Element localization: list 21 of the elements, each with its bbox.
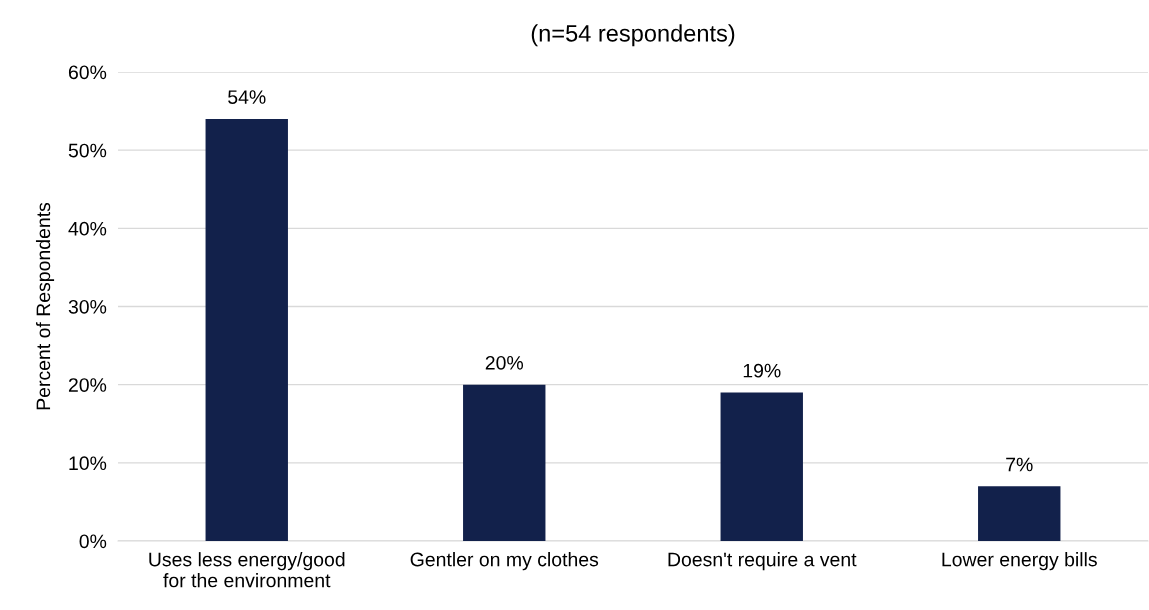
y-tick-label: 0% <box>79 534 107 549</box>
bar <box>978 486 1061 541</box>
y-tick-label: 60% <box>68 65 107 80</box>
x-tick-label: Uses less energy/good for the environment <box>149 552 345 588</box>
y-axis-title: Percent of Respondents <box>35 202 55 410</box>
data-label: 19% <box>743 363 781 378</box>
y-tick-label: 40% <box>68 221 107 236</box>
data-label: 20% <box>485 355 524 370</box>
y-tick-label: 10% <box>69 456 107 471</box>
chart-title: (n=54 respondents) <box>531 24 735 47</box>
bar <box>205 118 288 541</box>
x-tick-label: Gentler on my clothes <box>410 552 599 571</box>
x-tick-label: Doesn't require a vent <box>668 552 857 571</box>
data-label: 7% <box>1006 457 1033 472</box>
bar <box>720 392 803 541</box>
x-tick-label: Lower energy bills <box>942 552 1097 571</box>
y-tick-label: 20% <box>68 378 107 392</box>
y-tick-label: 30% <box>68 299 107 314</box>
data-label: 54% <box>228 90 266 104</box>
y-tick-label: 50% <box>68 143 107 158</box>
bar <box>463 384 546 541</box>
